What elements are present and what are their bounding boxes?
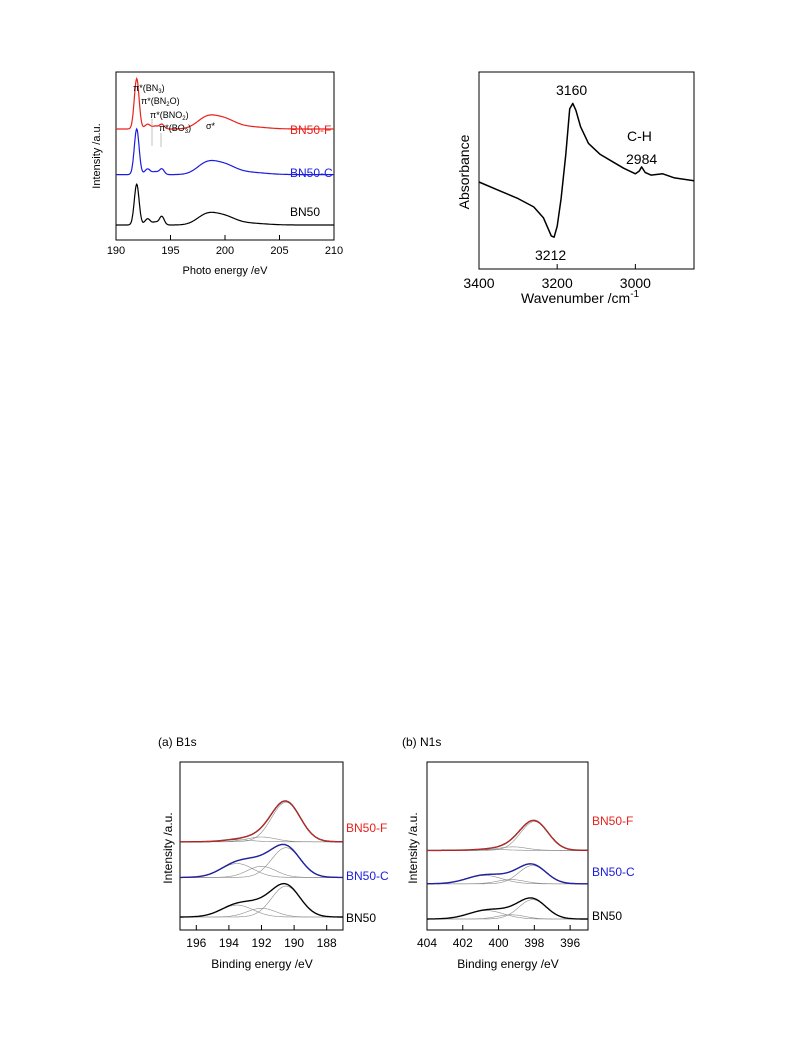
- nexafs-series-group: [116, 77, 334, 226]
- nexafs-x-tick-label-195: 195: [161, 245, 179, 257]
- nexafs-x-axis-label: Photo energy /eV: [182, 265, 268, 277]
- ftir-x-tick-label-3000: 3000: [620, 275, 651, 291]
- n1s-x-tick-label-402: 402: [453, 936, 473, 950]
- annotation-pi-bn2o: π*(BN2O): [141, 96, 180, 108]
- n1s-x-tick-label-398: 398: [524, 936, 544, 950]
- nexafs-line-bn50: [116, 182, 334, 226]
- n1s-component-bn50-0: [427, 899, 588, 920]
- n1s-fit-bn50-c: [426, 863, 588, 885]
- b1s-x-tick-label-192: 192: [251, 936, 271, 950]
- b1s-component-bn50-0: [180, 885, 343, 918]
- n1s-component-bn50-f-0: [427, 821, 588, 851]
- b1s-x-tick-label-188: 188: [317, 936, 337, 950]
- n1s-x-tick-label-400: 400: [489, 936, 509, 950]
- b1s-panel-label: (a) B1s: [158, 735, 197, 749]
- nexafs-legend-bn50: BN50: [290, 205, 320, 219]
- n1s-legend-bn50: BN50: [592, 909, 622, 923]
- xps-n1s-chart: (b) N1s 404 402 400 398 396 Binding energy /…: [402, 735, 635, 971]
- nexafs-legend-bn50f: BN50-F: [290, 123, 331, 137]
- n1s-data-bn50: [427, 897, 588, 920]
- nexafs-x-tick-label-200: 200: [216, 245, 234, 257]
- n1s-plot-frame: [426, 761, 589, 931]
- b1s-legend-bn50: BN50: [346, 911, 376, 925]
- b1s-legend-bn50f: BN50-F: [346, 821, 387, 835]
- b1s-fit-bn50: [180, 883, 343, 918]
- n1s-legend-bn50c: BN50-C: [592, 865, 635, 879]
- ftir-chart: 3400 3200 3000 Absorbance Wavenumber /cm-1…: [456, 71, 695, 306]
- nexafs-line-bn50-f: [116, 77, 334, 130]
- nexafs-x-ticks: 190 195 200 205 210: [107, 235, 343, 257]
- n1s-x-tick-label-404: 404: [417, 936, 437, 950]
- n1s-x-ticks: 404 402 400 398 396: [417, 925, 580, 950]
- b1s-data-bn50: [180, 882, 343, 918]
- ftir-x-axis-label-text: Wavenumber /cm: [521, 290, 630, 306]
- n1s-x-axis-label: Binding energy /eV: [457, 957, 558, 971]
- b1s-x-tick-label-194: 194: [219, 936, 239, 950]
- b1s-fit-bn50-c: [180, 843, 343, 878]
- nexafs-line-bn50-c: [116, 127, 334, 176]
- n1s-fit-bn50: [427, 897, 588, 920]
- b1s-x-ticks: 196 194 192 190 188: [186, 925, 337, 950]
- n1s-x-tick-label-396: 396: [560, 936, 580, 950]
- nexafs-chart: 190 195 200 205 210 Photo energy /eV Intensi…: [91, 71, 343, 277]
- annotation-2984: 2984: [626, 151, 657, 167]
- b1s-plot-frame: [179, 761, 344, 931]
- b1s-x-axis-label: Binding energy /eV: [211, 957, 312, 971]
- annotation-pi-bno2: π*(BNO2): [150, 110, 189, 122]
- n1s-component-bn50-c-0: [427, 865, 588, 885]
- ftir-x-axis-label-sup: -1: [630, 289, 639, 300]
- annotation-sigma: σ*: [206, 121, 216, 131]
- ftir-line: [478, 102, 695, 238]
- ftir-x-axis-label: Wavenumber /cm-1: [521, 289, 640, 306]
- b1s-data-bn50-c: [180, 843, 343, 879]
- xps-b1s-chart: (a) B1s 196 194 192 190 188 Binding energy /…: [158, 735, 389, 971]
- b1s-fit-bn50-f: [180, 800, 343, 843]
- annotation-3160: 3160: [556, 82, 587, 98]
- n1s-data-bn50-c: [426, 863, 588, 885]
- n1s-series-group: [426, 819, 588, 920]
- ftir-y-axis-label: Absorbance: [456, 134, 472, 209]
- n1s-fit-bn50-f: [427, 819, 588, 851]
- b1s-x-tick-label-196: 196: [186, 936, 206, 950]
- nexafs-y-axis-label: Intensity /a.u.: [91, 123, 103, 188]
- annotation-3212: 3212: [535, 247, 566, 263]
- annotation-pi-bn3: π*(BN3): [133, 83, 165, 95]
- annotation-ch: C-H: [627, 128, 652, 144]
- b1s-x-tick-label-190: 190: [284, 936, 304, 950]
- n1s-y-axis-label: Intensity /a.u.: [406, 812, 420, 883]
- nexafs-x-tick-label-190: 190: [107, 245, 125, 257]
- ftir-x-tick-label-3200: 3200: [542, 275, 573, 291]
- nexafs-x-tick-label-205: 205: [270, 245, 288, 257]
- nexafs-x-tick-label-210: 210: [325, 245, 343, 257]
- b1s-y-axis-label: Intensity /a.u.: [161, 812, 175, 883]
- n1s-legend-bn50f: BN50-F: [592, 814, 633, 828]
- n1s-panel-label: (b) N1s: [402, 735, 441, 749]
- annotation-pi-bo3: π*(BO3): [159, 123, 191, 135]
- ftir-x-tick-label-3400: 3400: [463, 275, 494, 291]
- b1s-component-bn50-f-0: [180, 801, 343, 843]
- ftir-x-ticks: 3400 3200 3000: [463, 264, 651, 291]
- b1s-legend-bn50c: BN50-C: [346, 869, 389, 883]
- ftir-plot-frame: [478, 71, 695, 270]
- nexafs-legend-bn50c: BN50-C: [290, 166, 333, 180]
- b1s-series-group: [180, 800, 343, 918]
- ftir-series-group: [478, 102, 695, 238]
- b1s-data-bn50-f: [180, 800, 343, 843]
